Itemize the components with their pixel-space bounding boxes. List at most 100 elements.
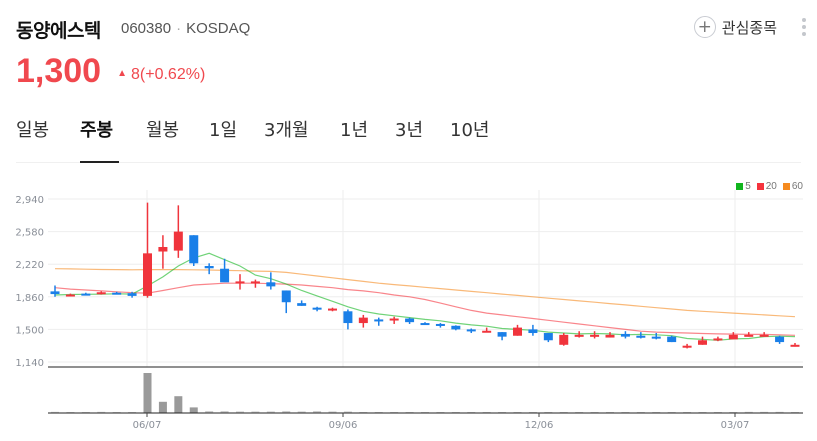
volume-bar: [220, 411, 229, 413]
tabs-divider: [16, 162, 801, 163]
period-tabs: 일봉 주봉 월봉 1일 3개월 1년 3년 10년: [0, 116, 817, 163]
candle: [220, 258, 230, 283]
volume-bar: [205, 411, 214, 413]
x-tick-label: 03/07: [721, 420, 750, 431]
tab-3years[interactable]: 3년: [395, 120, 424, 141]
ma-legend: 5 20 60: [730, 181, 803, 192]
candle: [173, 205, 183, 258]
candle: [127, 291, 137, 298]
candle: [158, 235, 168, 269]
volume-bar: [97, 411, 106, 413]
ma60-swatch: [782, 183, 790, 190]
candle: [297, 300, 307, 306]
ma5-swatch: [736, 183, 744, 190]
tab-3months[interactable]: 3개월: [264, 120, 309, 141]
y-tick-label: 1,140: [15, 358, 44, 369]
candle: [435, 323, 445, 328]
volume-bar: [189, 407, 198, 413]
candle: [374, 317, 384, 326]
stock-meta: 060380 · KOSDAQ: [121, 20, 250, 37]
x-tick-label: 09/06: [329, 420, 358, 431]
volume-bar: [775, 411, 784, 413]
candle: [466, 328, 476, 334]
tab-10years[interactable]: 10년: [450, 120, 490, 141]
y-tick-label: 2,580: [15, 228, 44, 239]
candle: [50, 285, 60, 297]
candle: [81, 292, 91, 296]
volume-bar: [744, 411, 753, 413]
volume-bar: [174, 396, 183, 413]
candle: [497, 332, 507, 341]
plus-circle-icon: +: [693, 16, 716, 38]
current-price: 1,300: [16, 52, 102, 90]
moving-average-lines: [54, 252, 796, 341]
x-axis: 06/07 09/06 12/06 03/07: [48, 412, 803, 431]
candle: [250, 279, 260, 288]
candle: [728, 332, 738, 340]
y-tick-label: 1,860: [15, 293, 44, 304]
tab-weekly[interactable]: 주봉: [80, 120, 114, 141]
candlesticks: [50, 202, 800, 349]
candle: [682, 343, 692, 349]
volume-bar: [236, 411, 244, 413]
y-tick-label: 1,500: [15, 325, 44, 336]
volume-bar: [328, 411, 337, 413]
volume-bar: [251, 411, 260, 413]
candle: [559, 333, 569, 346]
candle: [328, 307, 337, 312]
candle: [543, 333, 553, 343]
x-tick-label: 12/06: [525, 420, 554, 431]
price-change: ▲ 8(+0.62%): [117, 66, 205, 84]
volume-bar: [297, 411, 306, 413]
candle: [389, 316, 399, 324]
candle: [775, 335, 785, 344]
kebab-menu-icon[interactable]: [801, 18, 807, 38]
candle: [759, 332, 769, 337]
candle: [204, 263, 214, 275]
volume-bars: [51, 373, 799, 413]
volume-bar: [282, 411, 291, 413]
ma20-swatch: [756, 183, 764, 190]
volume-bar: [343, 411, 352, 413]
candle: [96, 291, 106, 295]
candle: [528, 324, 538, 336]
y-tick-label: 2,220: [15, 260, 44, 271]
candle: [590, 331, 600, 339]
candle: [744, 332, 754, 337]
ma60-label: 60: [791, 181, 803, 192]
candle: [312, 306, 322, 312]
volume-bar: [158, 401, 167, 413]
chart-grid: [48, 190, 803, 368]
candle: [513, 324, 522, 336]
candle: [651, 333, 661, 340]
tab-daily[interactable]: 일봉: [16, 120, 50, 141]
candle: [605, 332, 615, 338]
candle: [482, 327, 492, 333]
add-favorite-button[interactable]: + 관심종목: [693, 16, 777, 38]
x-tick-label: 06/07: [133, 420, 162, 431]
candle: [713, 336, 723, 342]
candle: [281, 290, 291, 314]
market-name: KOSDAQ: [186, 20, 251, 37]
candle: [636, 332, 646, 339]
candle: [112, 291, 122, 295]
y-axis-labels: 2,940 2,580 2,220 1,860 1,500 1,140: [15, 195, 44, 369]
volume-bar: [51, 411, 59, 413]
candle: [343, 309, 353, 330]
favorite-label: 관심종목: [721, 18, 777, 37]
stock-header: 동양에스텍 060380 · KOSDAQ + 관심종목: [16, 14, 817, 44]
volume-bar: [760, 411, 769, 413]
separator-dot: ·: [176, 20, 182, 37]
tab-1year[interactable]: 1년: [340, 120, 369, 141]
tab-monthly[interactable]: 월봉: [146, 120, 180, 141]
candle: [266, 272, 276, 290]
tab-1day[interactable]: 1일: [209, 120, 238, 141]
volume-bar: [313, 411, 322, 413]
ma5-label: 5: [745, 181, 751, 192]
change-value: 8(+0.62%): [131, 66, 206, 83]
stock-code: 060380: [121, 20, 172, 37]
triangle-up-icon: ▲: [117, 68, 127, 79]
candle: [620, 331, 630, 339]
candle: [790, 342, 800, 347]
